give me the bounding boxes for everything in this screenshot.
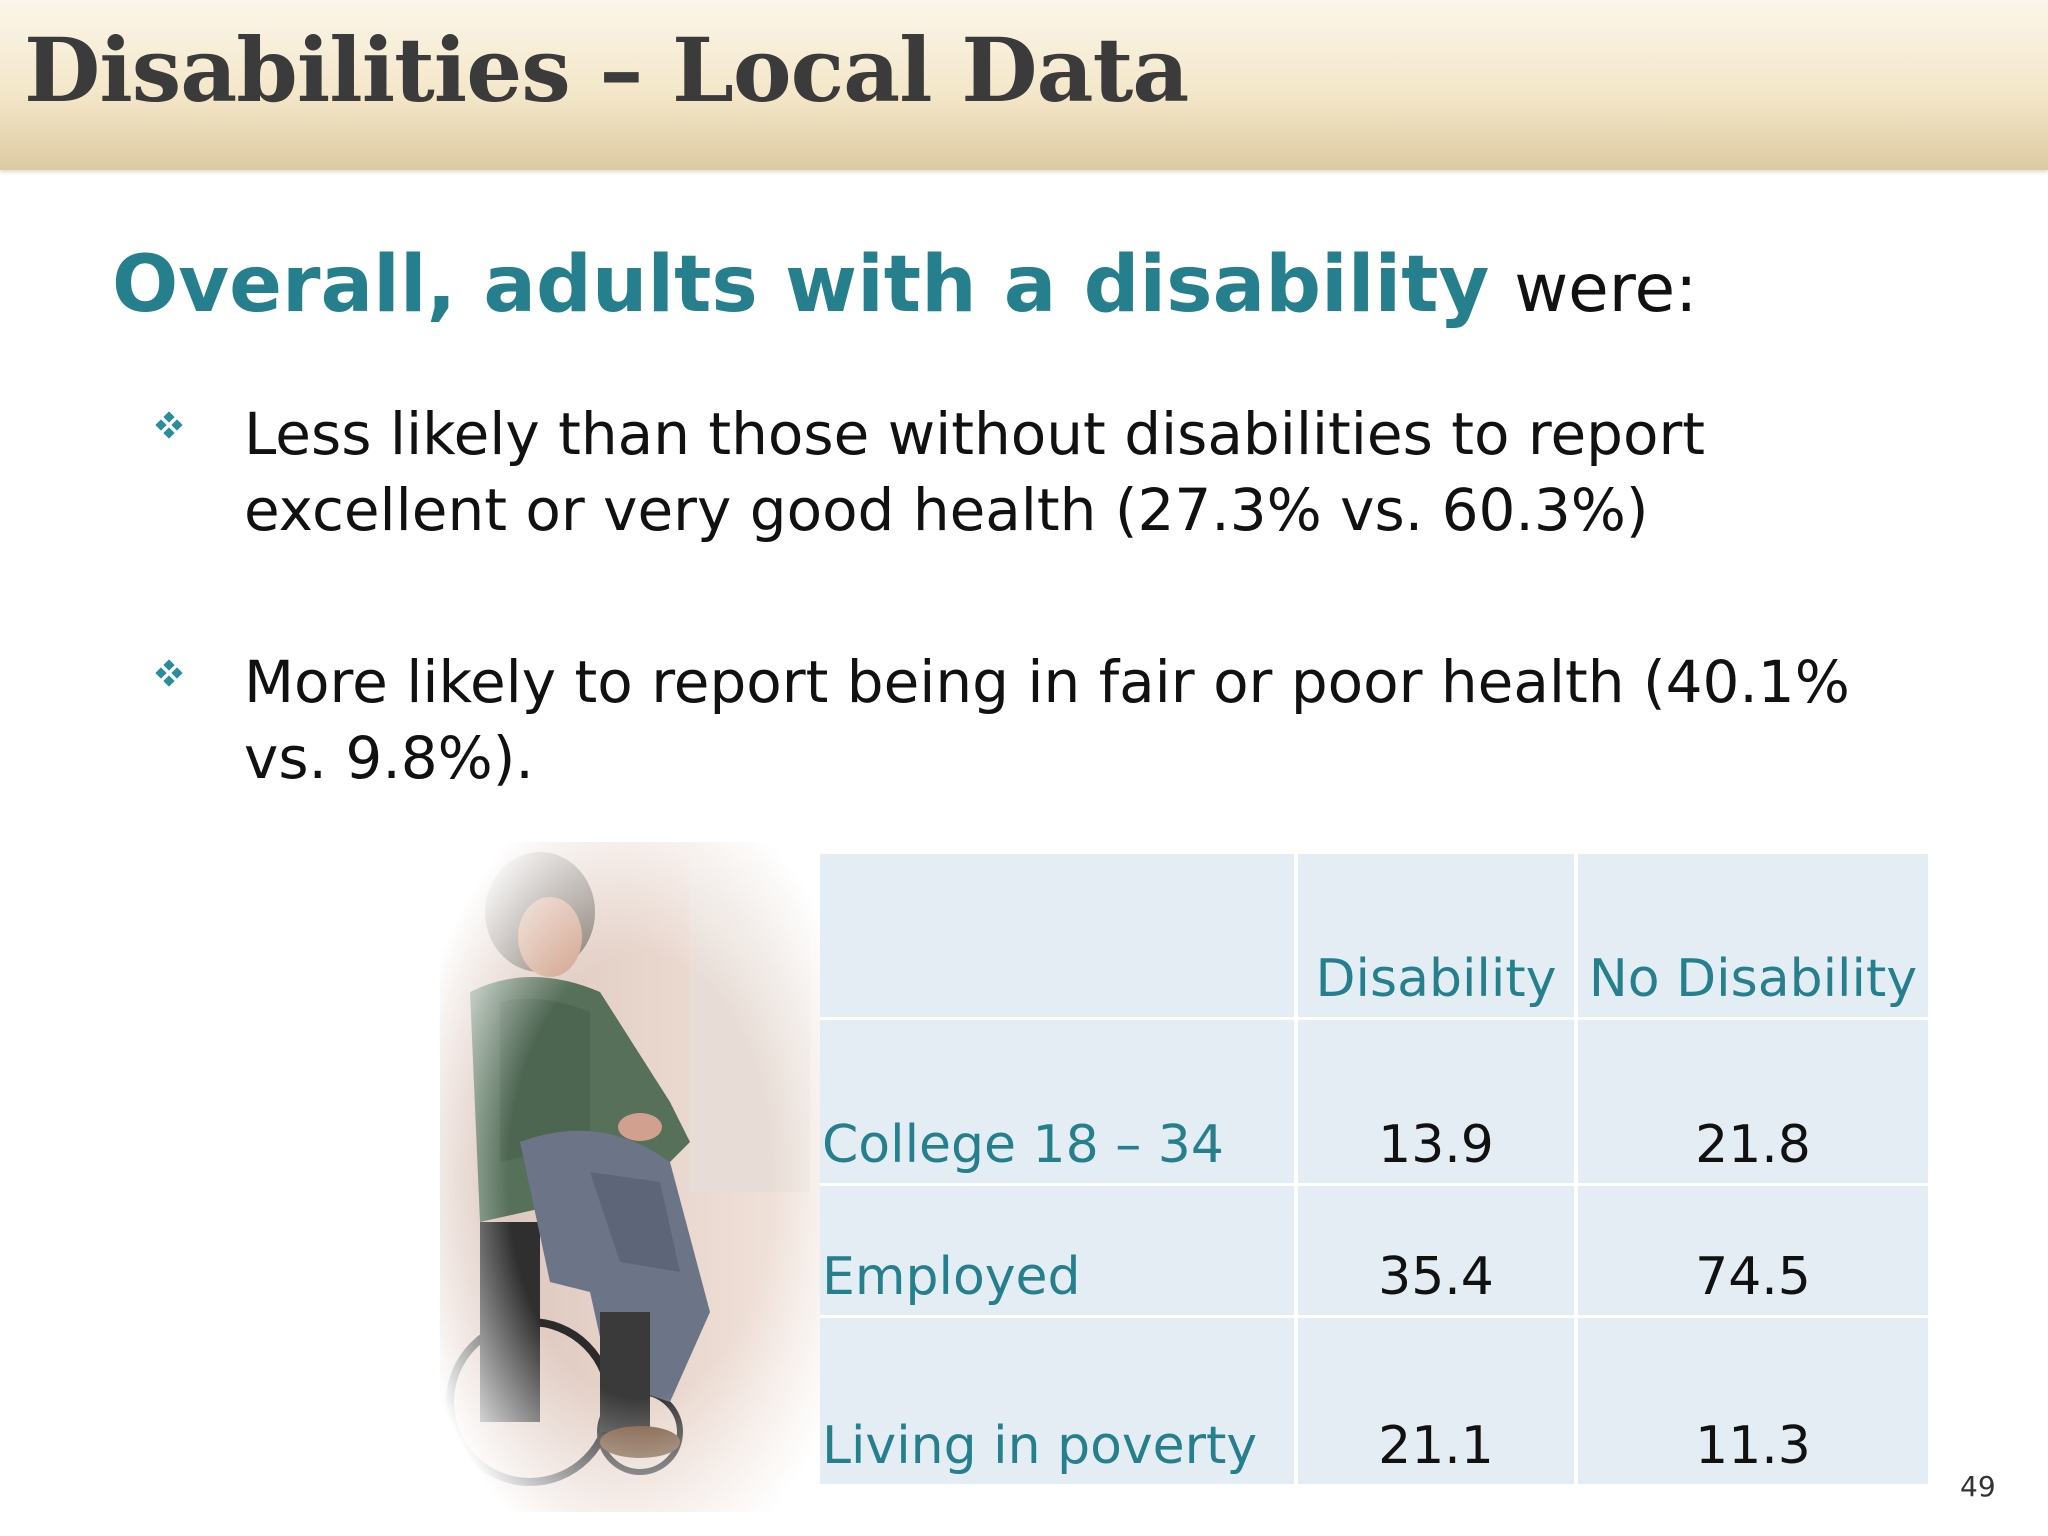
title-bar: Disabilities – Local Data bbox=[0, 0, 2048, 170]
table-header-disability: Disability bbox=[1298, 854, 1578, 1020]
cell-no-disability: 21.8 bbox=[1578, 1020, 1928, 1186]
row-label: Employed bbox=[820, 1186, 1298, 1318]
cell-disability: 21.1 bbox=[1298, 1318, 1578, 1484]
cell-no-disability: 74.5 bbox=[1578, 1186, 1928, 1318]
table-header-row: Disability No Disability bbox=[820, 854, 1928, 1020]
cell-disability: 35.4 bbox=[1298, 1186, 1578, 1318]
table-row: Employed 35.4 74.5 bbox=[820, 1186, 1928, 1318]
diamond-cluster-icon bbox=[155, 659, 183, 687]
data-table: Disability No Disability College 18 – 34… bbox=[820, 854, 1928, 1484]
subtitle: Overall, adults with a disability were: bbox=[112, 240, 1697, 330]
bullet-text: More likely to report being in fair or p… bbox=[244, 648, 1850, 792]
cell-no-disability: 11.3 bbox=[1578, 1318, 1928, 1484]
diamond-cluster-icon bbox=[155, 411, 183, 439]
bullet-text: Less likely than those without disabilit… bbox=[244, 400, 1706, 544]
subtitle-lead: Overall, adults with a disability bbox=[112, 240, 1490, 330]
row-label: College 18 – 34 bbox=[820, 1020, 1298, 1186]
table-header-empty bbox=[820, 854, 1298, 1020]
wheelchair-photo bbox=[440, 842, 840, 1512]
page-number: 49 bbox=[1960, 1470, 1996, 1503]
cell-disability: 13.9 bbox=[1298, 1020, 1578, 1186]
table-row: College 18 – 34 13.9 21.8 bbox=[820, 1020, 1928, 1186]
slide-title: Disabilities – Local Data bbox=[24, 18, 1189, 122]
subtitle-tail: were: bbox=[1514, 250, 1698, 327]
table-header-no-disability: No Disability bbox=[1578, 854, 1928, 1020]
table-row: Living in poverty 21.1 11.3 bbox=[820, 1318, 1928, 1484]
row-label: Living in poverty bbox=[820, 1318, 1298, 1484]
